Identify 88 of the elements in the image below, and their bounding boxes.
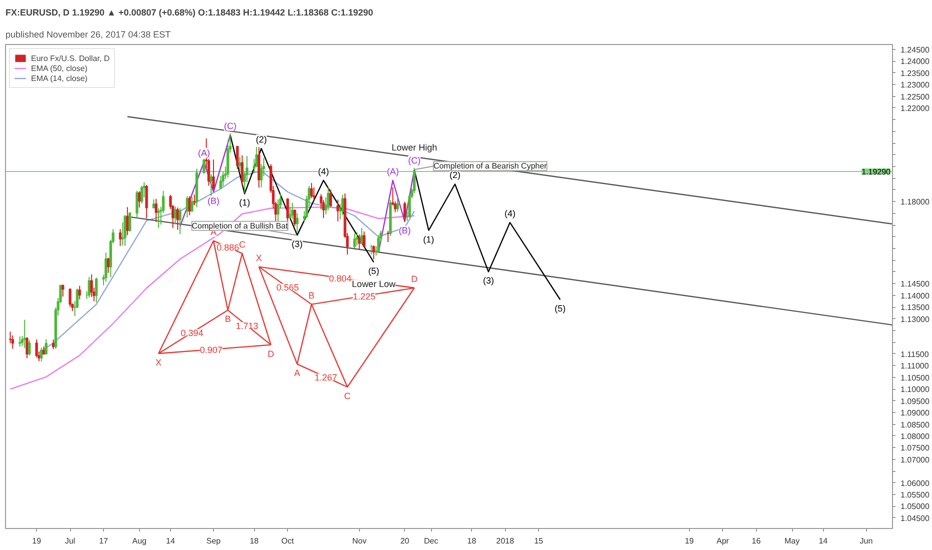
- annotation: B: [308, 290, 315, 300]
- annotation: 0.565: [276, 282, 299, 293]
- annotation: (A): [386, 166, 399, 176]
- y-tick-label: 1.23500: [900, 68, 930, 78]
- y-tick-label: 1.05500: [900, 490, 930, 500]
- y-tick-label: 1.14500: [900, 280, 930, 289]
- y-tick-label: 1.07500: [900, 444, 930, 453]
- y-tick-label: 1.22000: [900, 104, 930, 113]
- y-tick-label: 1.10500: [900, 373, 930, 382]
- x-tick-label: 20: [400, 536, 410, 546]
- x-tick-label: Apr: [716, 536, 730, 546]
- annotation: 1.225: [352, 291, 376, 302]
- annotation: 0.907: [200, 345, 222, 356]
- legend-label: EMA (50, close): [31, 63, 88, 73]
- annotation: (5): [554, 304, 566, 314]
- legend-label: EMA (14, close): [31, 73, 88, 83]
- annotation: (1): [239, 198, 250, 208]
- x-tick-label: Jun: [860, 536, 873, 546]
- y-tick-label: 1.09500: [900, 396, 930, 406]
- annotation: (2): [449, 170, 460, 180]
- chart-title: published November 26, 2017 04:38 EST: [6, 30, 172, 40]
- y-tick-label: 1.08000: [900, 432, 930, 441]
- y-tick-label: 1.04500: [900, 514, 930, 523]
- annotation: (B): [208, 196, 220, 206]
- y-tick-label: 1.11500: [900, 350, 930, 359]
- y-tick-label: 1.24000: [900, 57, 930, 66]
- x-tick-label: Nov: [352, 536, 366, 546]
- y-tick-label: 1.22500: [900, 92, 930, 102]
- annotation: B: [224, 314, 231, 324]
- x-tick-label: 18: [250, 536, 260, 546]
- annotation: (B): [398, 226, 411, 236]
- annotation: 0.394: [180, 328, 204, 338]
- annotation: (1): [423, 234, 434, 244]
- annotation: X: [256, 252, 262, 263]
- y-tick-label: 1.07000: [900, 455, 930, 464]
- y-tick-label: 1.13000: [900, 314, 930, 324]
- annotation: A: [294, 368, 300, 378]
- x-tick-label: Sep: [206, 536, 222, 546]
- x-tick-label: May: [784, 536, 800, 546]
- annotation: (4): [504, 208, 516, 219]
- x-tick-label: 17: [99, 536, 109, 546]
- y-tick-label: 1.08500: [900, 420, 930, 430]
- y-tick-label: 1.06000: [900, 478, 930, 488]
- annotation: (C): [408, 156, 421, 166]
- annotation: 0.886: [216, 242, 240, 253]
- annotation: (5): [368, 266, 380, 276]
- ref-line-label: 1.19290: [862, 167, 892, 176]
- annotation: (3): [482, 276, 494, 286]
- y-tick-label: 1.11000: [900, 362, 930, 371]
- annotation: C: [344, 391, 352, 401]
- x-tick-label: Oct: [281, 536, 295, 546]
- y-tick-label: 1.13500: [900, 303, 930, 312]
- annotation: 1.267: [314, 372, 338, 383]
- y-tick-label: 1.24500: [900, 45, 930, 54]
- annotation: (2): [256, 134, 267, 145]
- annotation: (4): [318, 166, 329, 176]
- annotation: (3): [292, 239, 303, 250]
- annotation: Completion of a Bearish Cypher: [433, 162, 548, 171]
- annotation: D: [268, 348, 275, 359]
- legend-label: Euro Fx/U.S. Dollar, D: [31, 53, 110, 63]
- x-tick-label: 16: [752, 536, 762, 546]
- x-tick-label: 14: [818, 536, 828, 546]
- annotation: (C): [224, 120, 236, 131]
- y-tick-label: 1.09000: [900, 408, 930, 418]
- y-tick-label: 1.10000: [900, 385, 930, 394]
- annotation: Lower High: [392, 142, 438, 153]
- x-tick-label: 18: [467, 536, 477, 546]
- x-tick-label: 19: [684, 536, 694, 546]
- annotation: D: [411, 274, 418, 284]
- chart-subtitle: FX:EURUSD, D 1.19290 ▲ +0.00807 (+0.68%) O:1.18483 H:1.19442 L:1.18368 C:1.19290: [6, 8, 374, 18]
- x-tick-label: 2018: [496, 536, 515, 546]
- y-tick-label: 1.23000: [900, 80, 930, 90]
- x-tick-label: 15: [534, 536, 544, 546]
- x-tick-label: Dec: [424, 536, 438, 546]
- x-tick-label: 19: [32, 536, 42, 546]
- x-tick-label: 14: [166, 536, 176, 546]
- annotation: Lower Low: [352, 279, 396, 290]
- annotation: C: [238, 239, 246, 250]
- annotation: X: [156, 358, 162, 368]
- x-tick-label: Jul: [64, 536, 76, 546]
- y-tick-label: 1.05000: [900, 502, 930, 512]
- y-tick-label: 1.18000: [900, 198, 930, 207]
- y-tick-label: 1.14000: [900, 291, 930, 300]
- x-tick-label: Aug: [132, 536, 147, 546]
- annotation: 0.804: [328, 273, 352, 284]
- annotation: (A): [198, 148, 210, 158]
- annotation: Completion of a Bullish Bat: [192, 221, 289, 230]
- annotation: 1.713: [236, 321, 258, 332]
